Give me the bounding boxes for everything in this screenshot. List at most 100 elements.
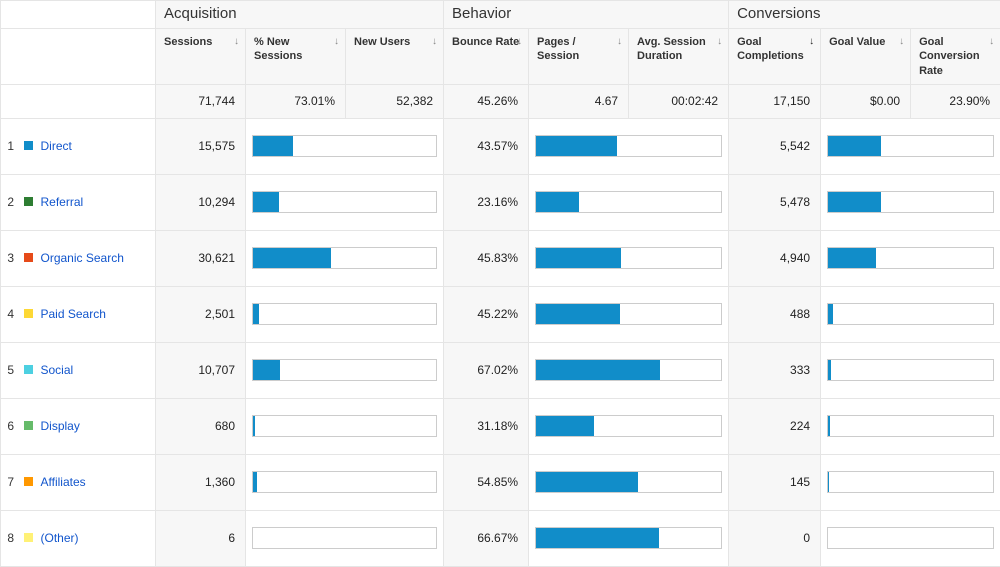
total-avg-session-duration: 00:02:42 — [629, 84, 729, 118]
sessions-value: 10,707 — [156, 342, 246, 398]
totals-blank — [1, 84, 156, 118]
channel-link[interactable]: Direct — [41, 139, 72, 153]
sessions-bar — [246, 454, 444, 510]
channel-swatch — [21, 510, 37, 566]
bounce-bar — [529, 510, 729, 566]
table-row: 3Organic Search30,62145.83%4,940 — [1, 230, 1000, 286]
sort-icon: ↓ — [432, 35, 437, 48]
col-sessions[interactable]: Sessions↓ — [156, 29, 246, 85]
bounce-value: 45.22% — [444, 286, 529, 342]
group-conversions: Conversions — [729, 1, 1000, 29]
table-row: 1Direct15,57543.57%5,542 — [1, 118, 1000, 174]
bounce-value: 66.67% — [444, 510, 529, 566]
sessions-bar — [246, 510, 444, 566]
goal-completions-value: 333 — [729, 342, 821, 398]
sessions-value: 2,501 — [156, 286, 246, 342]
sessions-bar — [246, 342, 444, 398]
row-index: 6 — [1, 398, 21, 454]
sessions-value: 10,294 — [156, 174, 246, 230]
table-row: 7 Affiliates 1,360 54.85% 145 — [1, 454, 1000, 510]
column-header-row: Sessions↓ % New Sessions↓ New Users↓ Bou… — [1, 29, 1000, 85]
bounce-value: 54.85% — [444, 454, 529, 510]
col-goal-value[interactable]: Goal Value ↓ — [821, 29, 911, 85]
goal-completions-bar — [821, 286, 1000, 342]
sessions-bar — [246, 230, 444, 286]
sessions-value: 30,621 — [156, 230, 246, 286]
bounce-bar — [529, 230, 729, 286]
goal-completions-bar — [821, 510, 1000, 566]
channel-link[interactable]: Social — [41, 363, 74, 377]
channel-link[interactable]: Display — [41, 419, 80, 433]
col-label: Goal Completions — [737, 36, 804, 62]
sessions-bar — [246, 398, 444, 454]
table-row: 4 Paid Search 2,501 45.22% 488 — [1, 286, 1000, 342]
column-group-row: Acquisition Behavior Conversions — [1, 1, 1000, 29]
bounce-value: 31.18% — [444, 398, 529, 454]
bounce-bar — [529, 398, 729, 454]
col-pct-new-sessions[interactable]: % New Sessions ↓ — [246, 29, 346, 85]
col-label: Pages / Session — [537, 36, 579, 62]
row-index: 7 — [1, 454, 21, 510]
sort-icon: ↓ — [334, 35, 339, 48]
col-label: Bounce Rate — [452, 36, 519, 48]
bounce-bar — [529, 342, 729, 398]
total-pages-per-session: 4.67 — [529, 84, 629, 118]
goal-completions-bar — [821, 174, 1000, 230]
channel-swatch — [21, 398, 37, 454]
channels-table: Acquisition Behavior Conversions Session… — [0, 0, 1000, 567]
bounce-value: 67.02% — [444, 342, 529, 398]
goal-completions-value: 224 — [729, 398, 821, 454]
sort-icon: ↓ — [809, 35, 814, 48]
col-label: % New Sessions — [254, 36, 302, 62]
channel-swatch — [21, 342, 37, 398]
channel-swatch — [21, 174, 37, 230]
goal-completions-value: 488 — [729, 286, 821, 342]
goal-completions-value: 5,478 — [729, 174, 821, 230]
col-pages-per-session[interactable]: Pages / Session↓ — [529, 29, 629, 85]
channel-name-cell: (Other) — [37, 510, 156, 566]
col-new-users[interactable]: New Users ↓ — [346, 29, 444, 85]
channel-link[interactable]: Referral — [41, 195, 84, 209]
bounce-bar — [529, 174, 729, 230]
goal-completions-bar — [821, 230, 1000, 286]
col-bounce-rate[interactable]: Bounce Rate↓ — [444, 29, 529, 85]
col-label: Sessions — [164, 36, 212, 48]
bounce-bar — [529, 454, 729, 510]
group-behavior: Behavior — [444, 1, 729, 29]
col-goal-conversion-rate[interactable]: Goal Conversion Rate↓ — [911, 29, 1000, 85]
channel-name-cell: Affiliates — [37, 454, 156, 510]
bounce-value: 23.16% — [444, 174, 529, 230]
channel-swatch — [21, 286, 37, 342]
bounce-bar — [529, 286, 729, 342]
col-label: Goal Conversion Rate — [919, 36, 980, 77]
goal-completions-bar — [821, 398, 1000, 454]
col-avg-session-duration[interactable]: Avg. Session Duration↓ — [629, 29, 729, 85]
total-goal-completions: 17,150 — [729, 84, 821, 118]
row-index: 1 — [1, 118, 21, 174]
channel-link[interactable]: Affiliates — [41, 475, 86, 489]
sessions-value: 6 — [156, 510, 246, 566]
sessions-value: 1,360 — [156, 454, 246, 510]
col-label: New Users — [354, 36, 410, 48]
sort-icon: ↓ — [899, 35, 904, 48]
channel-name-cell: Display — [37, 398, 156, 454]
total-goal-conversion-rate: 23.90% — [911, 84, 1000, 118]
totals-row: 71,744 73.01% 52,382 45.26% 4.67 00:02:4… — [1, 84, 1000, 118]
channel-name-cell: Social — [37, 342, 156, 398]
col-label: Goal Value — [829, 36, 885, 48]
row-index: 3 — [1, 230, 21, 286]
row-index: 4 — [1, 286, 21, 342]
channel-name-cell: Organic Search — [37, 230, 156, 286]
goal-completions-value: 145 — [729, 454, 821, 510]
sort-icon: ↓ — [517, 35, 522, 48]
channel-link[interactable]: (Other) — [41, 531, 79, 545]
header-blank — [1, 29, 156, 85]
col-goal-completions[interactable]: Goal Completions ↓ — [729, 29, 821, 85]
sessions-bar — [246, 286, 444, 342]
goal-completions-bar — [821, 118, 1000, 174]
goal-completions-value: 5,542 — [729, 118, 821, 174]
goal-completions-bar — [821, 454, 1000, 510]
channel-link[interactable]: Paid Search — [41, 307, 106, 321]
group-blank — [1, 1, 156, 29]
channel-link[interactable]: Organic Search — [41, 251, 124, 265]
